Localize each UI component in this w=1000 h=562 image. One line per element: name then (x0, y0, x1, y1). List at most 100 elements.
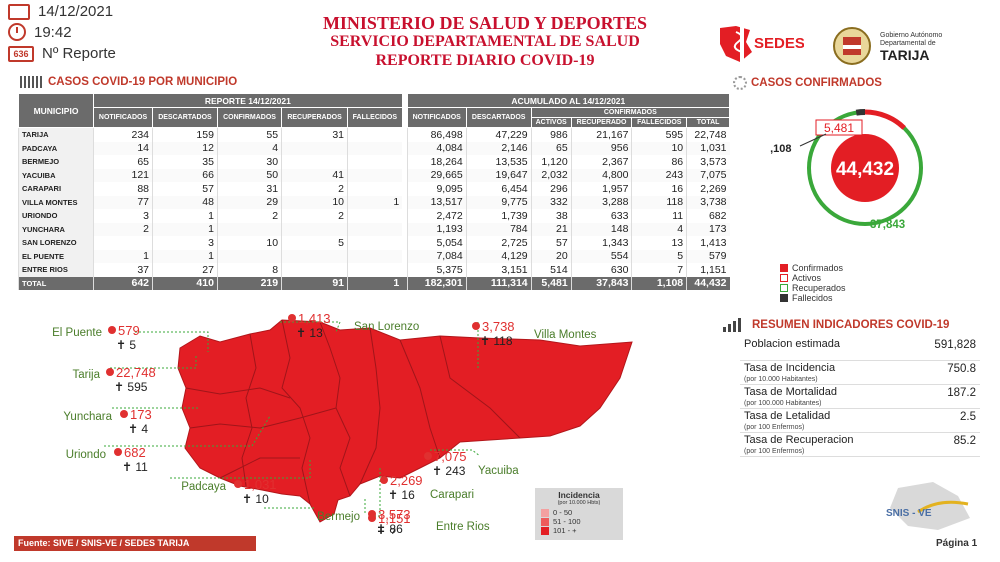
reporte-cell: 121 (92, 168, 153, 182)
virus-icon (234, 480, 242, 488)
reporte-cell (347, 222, 403, 236)
ministry-title: MINISTERIO DE SALUD Y DEPORTES (322, 13, 648, 33)
indicator-row: Poblacion estimada 591,828 (740, 337, 980, 361)
col-rep-descartados: DESCARTADOS (152, 107, 218, 128)
municipio-name: SAN LORENZO (18, 236, 94, 250)
incidence-legend-high: 101 - + (541, 526, 623, 535)
reporte-cell: 41 (281, 168, 348, 182)
acumulado-cell: 1,120 (530, 155, 572, 169)
map-deaths-value: ✝ 4 (128, 422, 148, 436)
tarija-logo-line1: Gobierno Autónomo (880, 32, 942, 39)
reporte-cell: 2 (281, 209, 348, 223)
virus-icon (472, 322, 480, 330)
reporte-cell (216, 249, 282, 263)
confirmed-donut-chart: 44,432 5,481 1,108 37,843 (770, 109, 923, 230)
service-title: SERVICIO DEPARTAMENTAL DE SALUD (330, 33, 640, 50)
acumulado-cell: 579 (686, 249, 730, 263)
reporte-cell (347, 127, 403, 142)
reporte-cell (347, 249, 403, 263)
map-label-group: 2,269✝ 16 Carapari (380, 473, 474, 502)
reporte-cell: 14 (92, 141, 153, 155)
table-row: PADCAYA 14 12 4 4,084 2,146 65 956 10 1,031 (18, 141, 730, 155)
section-confirmados-header: CASOS CONFIRMADOS (733, 76, 882, 90)
acumulado-cell: 2,472 (406, 209, 467, 223)
reporte-cell: 35 (152, 155, 218, 169)
reporte-cell: 48 (152, 195, 218, 209)
indicators-table: Poblacion estimada 591,828 Tasa de Inciden… (740, 337, 980, 457)
acumulado-cell: 630 (570, 263, 632, 277)
calendar-icon (8, 3, 30, 20)
reporte-cell: 31 (216, 182, 282, 196)
reporte-cell: 4 (216, 141, 282, 155)
map-cases-value: 682 (124, 445, 146, 460)
reporte-cell: 30 (216, 155, 282, 169)
virus-icon (120, 410, 128, 418)
reporte-cell (347, 263, 403, 277)
reporte-cell: 50 (216, 168, 282, 182)
acumulado-cell: 956 (570, 141, 632, 155)
table-row: SAN LORENZO 3 10 5 5,054 2,725 57 1,343 13 1,413 (18, 236, 730, 250)
map-cases-value: 3,738 (482, 319, 515, 334)
acumulado-cell: 11 (631, 209, 687, 223)
acumulado-cell: 3,151 (465, 263, 532, 277)
map-cases-value: 1,413 (298, 311, 331, 326)
acumulado-cell: 2,269 (686, 182, 730, 196)
acumulado-cell: 296 (530, 182, 572, 196)
acumulado-cell: 18,264 (406, 155, 467, 169)
municipio-name: VILLA MONTES (18, 195, 94, 209)
reporte-cell (281, 263, 348, 277)
municipio-map-label: Uriondo (66, 449, 106, 461)
map-label-group: 3,738✝ 118 Villa Montes (472, 319, 597, 348)
acumulado-cell: 7,084 (406, 249, 467, 263)
acumulado-cell: 1,193 (406, 222, 467, 236)
virus-icon (424, 452, 432, 460)
col-rep-confirmados: CONFIRMADOS (216, 107, 283, 128)
map-label-group: 579✝ 5 El Puente (52, 323, 140, 352)
acumulado-cell: 595 (631, 127, 687, 142)
municipio-name: YACUIBA (18, 168, 94, 182)
map-deaths-value: ✝ 243 (432, 464, 466, 478)
section-confirmados-title: CASOS CONFIRMADOS (751, 77, 882, 89)
reporte-cell: 8 (216, 263, 282, 277)
department-map: 579✝ 5 El Puente 1,413✝ 13 San Lorenzo 3,738… (52, 311, 633, 534)
indicator-sublabel: (por 100 Enfermos) (744, 424, 805, 431)
col-rep-recuperados: RECUPERADOS (281, 107, 348, 128)
acumulado-cell: 2,725 (465, 236, 532, 250)
section-municipio-title: CASOS COVID-19 POR MUNICIPIO (48, 76, 238, 88)
table-row: YACUIBA 121 66 50 41 29,665 19,647 2,032 4,800 24… (18, 168, 730, 182)
col-recuperado: RECUPERADO (570, 117, 633, 128)
reporte-cell: 219 (216, 276, 282, 290)
reporte-cell (216, 222, 282, 236)
snis-logo-text: SNIS - VE (886, 508, 932, 519)
reporte-cell: 642 (92, 276, 153, 290)
acumulado-cell: 86 (631, 155, 687, 169)
virus-icon (368, 514, 376, 522)
municipio-name: YUNCHARA (18, 222, 94, 236)
virus-icon (114, 448, 122, 456)
table-row: CARAPARI 88 57 31 2 9,095 6,454 296 1,957 16 2,269 (18, 182, 730, 196)
reporte-cell: 91 (281, 276, 348, 290)
reporte-cell: 2 (216, 209, 282, 223)
map-cases-value: 1,031 (244, 477, 277, 492)
indicator-sublabel: (por 100 Enfermos) (744, 448, 805, 455)
virus-icon (288, 314, 296, 322)
indicator-row: Tasa de Incidencia (por 10.000 Habitantes… (740, 361, 980, 385)
indicators-title: RESUMEN INDICADORES COVID-19 (752, 319, 950, 331)
reporte-cell (281, 249, 348, 263)
group-confirmados: CONFIRMADOS (530, 107, 731, 118)
reporte-cell: 5 (281, 236, 348, 250)
acumulado-cell: 3,573 (686, 155, 730, 169)
acumulado-cell: 13,517 (406, 195, 467, 209)
municipio-table: MUNICIPIO REPORTE 14/12/2021 ACUMULADO A… (18, 93, 731, 290)
acumulado-cell: 1,739 (465, 209, 532, 223)
reporte-cell: 2 (281, 182, 348, 196)
reporte-cell: 77 (92, 195, 153, 209)
acumulado-cell: 20 (530, 249, 572, 263)
municipio-map-label: Padcaya (181, 481, 226, 493)
map-cases-value: 173 (130, 407, 152, 422)
indicators-header: RESUMEN INDICADORES COVID-19 (722, 318, 949, 332)
municipio-map-label: Villa Montes (534, 329, 597, 341)
acumulado-cell: 1,031 (686, 141, 730, 155)
municipio-map-label: San Lorenzo (354, 321, 419, 333)
acumulado-cell: 86,498 (406, 127, 467, 142)
